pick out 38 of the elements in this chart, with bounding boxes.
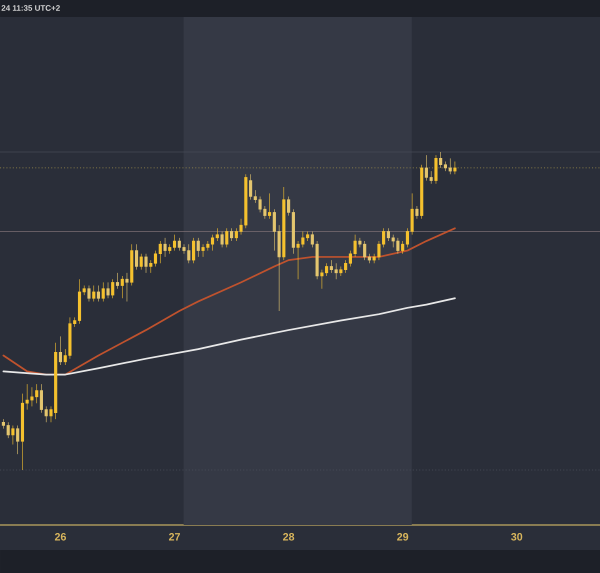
candlestick: [196, 238, 200, 258]
candlestick: [116, 272, 120, 290]
candlestick: [420, 164, 424, 220]
x-tick-label: 26: [54, 533, 66, 541]
candlestick: [296, 240, 300, 280]
candlestick: [87, 285, 91, 302]
x-tick-label: 28: [283, 533, 294, 541]
candlestick: [439, 152, 442, 168]
candlestick: [130, 244, 134, 286]
candlestick: [372, 253, 376, 264]
candlestick: [111, 278, 114, 299]
candlestick: [106, 282, 110, 299]
candlestick: [220, 231, 224, 248]
candlestick: [144, 253, 148, 274]
x-tick-label: 27: [168, 533, 180, 540]
candlestick: [282, 186, 286, 260]
text: 24 11:35 UTC+2: [2, 5, 60, 11]
candlestick: [225, 228, 228, 248]
x-tick-label: 30: [511, 533, 522, 541]
candlestick: [134, 244, 138, 270]
candlestick: [125, 272, 129, 302]
candlestick: [453, 161, 456, 175]
x-tick-label: 29: [397, 533, 408, 541]
candlestick: [415, 206, 418, 220]
candlestick: [230, 228, 234, 242]
candlestick: [268, 193, 272, 220]
candlestick: [263, 206, 266, 220]
candlestick: [163, 238, 167, 258]
candlestick: [434, 154, 438, 184]
candlestick: [96, 285, 100, 302]
candlestick: [92, 285, 96, 302]
candlestick: [102, 282, 105, 302]
candlestick: [11, 425, 14, 445]
candlestick: [140, 253, 143, 270]
candlestick: [58, 336, 62, 366]
candlestick: [120, 276, 124, 299]
candlestick: [192, 238, 196, 264]
candlestick: [16, 425, 20, 454]
